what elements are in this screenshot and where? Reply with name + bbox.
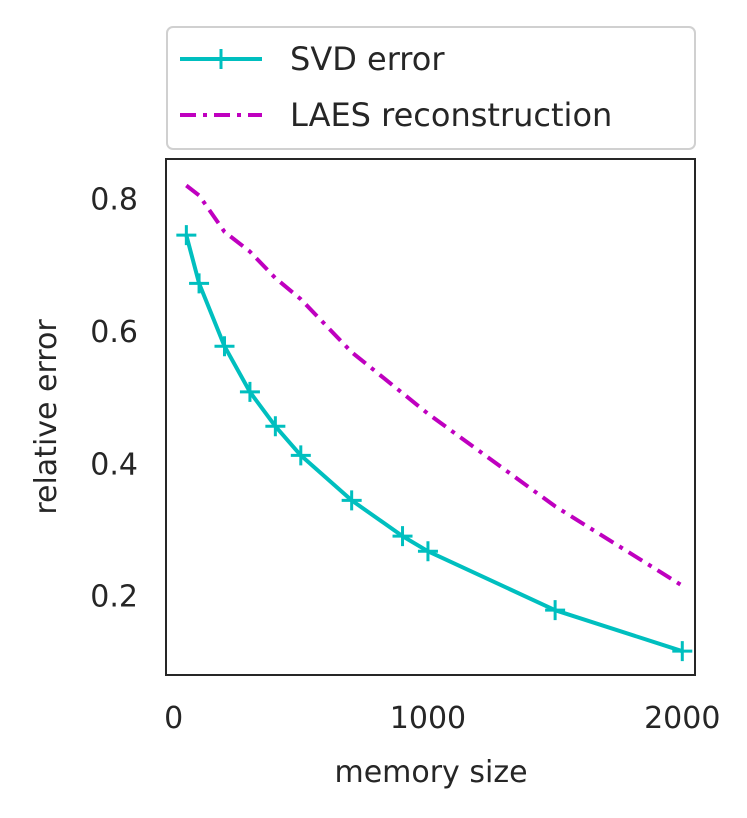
y-axis-ticks: 0.2 0.4 0.6 0.8 (90, 183, 138, 615)
data-point-svd-error (265, 416, 286, 437)
data-point-svd-error (672, 641, 693, 662)
series-layer (176, 183, 693, 662)
y-tick-label: 0.2 (90, 580, 138, 615)
x-tick-label: 1000 (390, 701, 466, 736)
x-tick-label: 0 (164, 701, 183, 736)
plot-frame (165, 158, 696, 676)
legend-marker-svd-error (211, 49, 231, 69)
y-axis-label: relative error (29, 319, 64, 515)
series-line-laes-reconstruction (185, 183, 684, 588)
y-tick-label: 0.8 (90, 183, 138, 218)
legend-frame (166, 26, 696, 150)
data-point-svd-error (392, 526, 413, 547)
y-tick-label: 0.4 (90, 447, 138, 482)
data-point-svd-error (189, 273, 210, 294)
legend-label-svd-error: SVD error (290, 40, 445, 78)
data-point-svd-error (290, 445, 311, 466)
legend: SVD error LAES reconstruction (166, 26, 696, 150)
data-point-svd-error (545, 600, 566, 621)
legend-label-laes-reconstruction: LAES reconstruction (290, 96, 612, 134)
y-tick-label: 0.6 (90, 315, 138, 350)
data-point-svd-error (176, 225, 197, 246)
x-axis-ticks: 0 1000 2000 (164, 701, 720, 736)
data-point-svd-error (214, 336, 235, 357)
x-tick-label: 2000 (644, 701, 720, 736)
data-point-svd-error (417, 541, 438, 562)
x-axis-label: memory size (334, 755, 527, 790)
data-point-svd-error (341, 490, 362, 511)
data-point-svd-error (239, 381, 260, 402)
